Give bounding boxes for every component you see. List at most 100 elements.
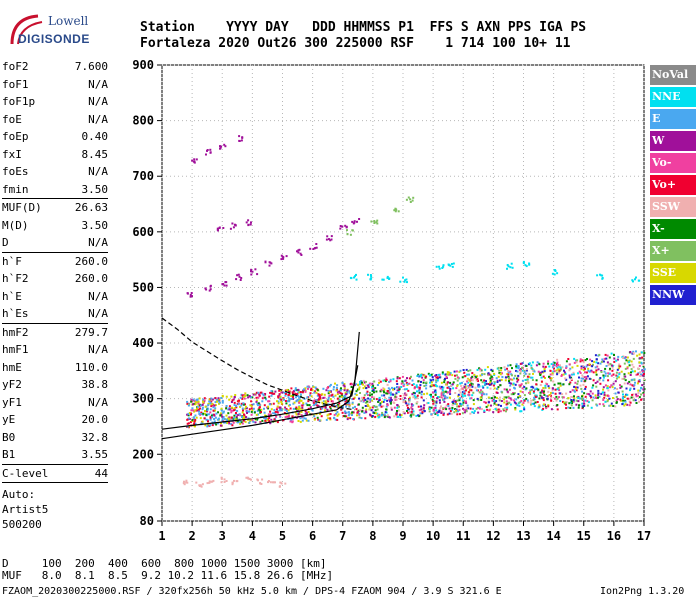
echo-trace-point bbox=[185, 479, 188, 482]
echo-trace-point bbox=[250, 221, 252, 224]
echo-mark bbox=[400, 397, 403, 400]
echo-mark bbox=[619, 365, 622, 368]
echo-mark bbox=[606, 361, 609, 364]
echo-mark bbox=[455, 408, 458, 411]
echo-mark bbox=[368, 400, 371, 403]
echo-mark bbox=[606, 387, 609, 389]
echo-mark bbox=[371, 415, 374, 417]
echo-mark bbox=[553, 361, 556, 364]
echo-mark bbox=[600, 392, 603, 395]
echo-mark bbox=[642, 371, 644, 374]
echo-mark bbox=[510, 393, 513, 396]
echo-mark bbox=[560, 368, 562, 371]
echo-mark bbox=[506, 367, 508, 370]
echo-trace-point bbox=[299, 252, 302, 255]
echo-mark bbox=[410, 410, 413, 413]
echo-mark bbox=[464, 383, 467, 386]
echo-trace-point bbox=[267, 481, 269, 484]
echo-trace-point bbox=[280, 258, 283, 261]
echo-mark bbox=[495, 403, 498, 406]
x-tick-label: 6 bbox=[309, 529, 316, 543]
echo-trace-point bbox=[219, 145, 221, 148]
echo-mark bbox=[528, 373, 531, 376]
echo-mark bbox=[234, 418, 237, 421]
echo-trace-point bbox=[330, 238, 333, 241]
echo-mark bbox=[552, 370, 555, 373]
echo-mark bbox=[211, 398, 214, 401]
echo-mark bbox=[280, 402, 283, 405]
echo-trace-point bbox=[234, 224, 237, 227]
echo-trace-point bbox=[220, 481, 223, 484]
echo-mark bbox=[528, 362, 531, 365]
echo-mark bbox=[343, 387, 346, 390]
echo-mark bbox=[348, 413, 351, 416]
echo-mark bbox=[404, 379, 407, 382]
echo-mark bbox=[447, 386, 450, 388]
echo-mark bbox=[393, 415, 396, 418]
echo-mark bbox=[448, 412, 451, 415]
param-value: N/A bbox=[88, 343, 108, 356]
echo-mark bbox=[643, 388, 646, 391]
echo-mark bbox=[412, 404, 415, 407]
echo-mark bbox=[604, 394, 607, 397]
echo-trace-point bbox=[185, 481, 188, 484]
echo-mark bbox=[406, 410, 408, 412]
echo-mark bbox=[570, 396, 573, 398]
echo-mark bbox=[186, 425, 189, 428]
echo-trace-point bbox=[282, 256, 285, 259]
echo-mark bbox=[595, 361, 598, 364]
param-row: foF1p N/A bbox=[2, 93, 108, 111]
echo-mark bbox=[478, 407, 481, 410]
echo-mark bbox=[366, 400, 369, 403]
echo-trace-point bbox=[351, 229, 354, 232]
echo-mark bbox=[356, 411, 359, 414]
echo-mark bbox=[346, 389, 349, 392]
echo-mark bbox=[602, 360, 605, 363]
echo-mark bbox=[279, 395, 282, 398]
echo-mark bbox=[462, 407, 465, 410]
echo-trace-point bbox=[341, 225, 344, 228]
echo-mark bbox=[532, 391, 535, 394]
echo-mark bbox=[548, 375, 550, 378]
echo-mark bbox=[420, 405, 422, 408]
echo-mark bbox=[530, 364, 533, 367]
echo-mark bbox=[339, 392, 342, 395]
echo-mark bbox=[471, 372, 474, 375]
echo-mark bbox=[299, 393, 302, 396]
echo-mark bbox=[623, 382, 626, 385]
echo-mark bbox=[393, 388, 396, 391]
echo-trace-point bbox=[212, 479, 215, 482]
echo-mark bbox=[628, 404, 631, 407]
echo-mark bbox=[386, 392, 389, 395]
echo-mark bbox=[229, 416, 232, 419]
echo-mark bbox=[515, 377, 518, 380]
echo-mark bbox=[210, 414, 213, 417]
echo-mark bbox=[466, 373, 469, 376]
echo-mark bbox=[403, 397, 406, 400]
echo-mark bbox=[623, 362, 626, 365]
echo-mark bbox=[626, 366, 629, 369]
echo-mark bbox=[324, 409, 326, 412]
echo-trace-point bbox=[355, 278, 358, 281]
echo-mark bbox=[629, 387, 632, 390]
echo-mark bbox=[202, 399, 204, 402]
echo-mark bbox=[355, 390, 358, 393]
echo-mark bbox=[503, 396, 506, 399]
echo-mark bbox=[329, 406, 332, 408]
echo-mark bbox=[451, 400, 454, 403]
echo-mark bbox=[399, 398, 402, 400]
echo-mark bbox=[507, 395, 510, 398]
echo-mark bbox=[495, 396, 498, 399]
echo-mark bbox=[192, 416, 195, 419]
echo-trace-point bbox=[438, 265, 440, 268]
echo-mark bbox=[381, 400, 383, 403]
echo-mark bbox=[380, 414, 383, 417]
echo-mark bbox=[518, 395, 521, 397]
echo-mark bbox=[403, 412, 406, 415]
echo-mark bbox=[592, 379, 595, 382]
echo-mark bbox=[205, 418, 208, 421]
echo-trace-point bbox=[261, 478, 264, 481]
echo-mark bbox=[446, 371, 449, 374]
echo-mark bbox=[580, 367, 583, 369]
echo-mark bbox=[295, 413, 298, 416]
